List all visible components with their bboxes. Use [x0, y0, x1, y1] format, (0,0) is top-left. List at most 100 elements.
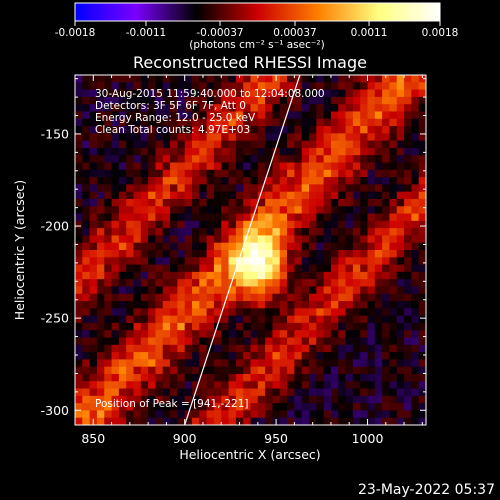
heatmap-cell: [265, 417, 274, 425]
heatmap-cell: [118, 366, 127, 375]
heatmap-cell: [75, 235, 83, 244]
heatmap-cell: [279, 111, 288, 120]
heatmap-cell: [126, 373, 135, 382]
heatmap-cell: [177, 286, 186, 295]
heatmap-cell: [279, 373, 288, 382]
heatmap-cell: [177, 169, 186, 178]
heatmap-cell: [177, 410, 186, 419]
heatmap-cell: [338, 315, 347, 324]
heatmap-cell: [396, 308, 405, 317]
heatmap-cell: [235, 366, 244, 375]
heatmap-cell: [374, 147, 383, 156]
heatmap-cell: [235, 322, 244, 331]
heatmap-cell: [235, 96, 244, 105]
heatmap-cell: [389, 279, 398, 288]
heatmap-cell: [221, 264, 230, 273]
heatmap-cell: [243, 133, 252, 142]
heatmap-cell: [199, 155, 208, 164]
heatmap-cell: [257, 417, 266, 425]
heatmap-cell: [126, 126, 135, 134]
heatmap-cell: [170, 315, 178, 324]
heatmap-cell: [111, 330, 120, 339]
heatmap-cell: [279, 395, 288, 404]
heatmap-cell: [148, 198, 157, 207]
heatmap-cell: [133, 104, 142, 113]
heatmap-cell: [213, 235, 222, 244]
heatmap-cell: [250, 162, 259, 171]
heatmap-cell: [250, 366, 259, 375]
heatmap-cell: [367, 198, 376, 207]
heatmap-cell: [118, 264, 127, 273]
heatmap-cell: [389, 169, 398, 178]
heatmap-cell: [309, 126, 317, 134]
heatmap-cell: [177, 373, 186, 382]
heatmap-cell: [199, 322, 208, 331]
heatmap-cell: [118, 403, 127, 412]
heatmap-cell: [301, 206, 310, 215]
heatmap-cell: [82, 89, 91, 98]
heatmap-cell: [418, 155, 426, 164]
heatmap-cell: [360, 366, 369, 375]
heatmap-cell: [213, 381, 222, 390]
heatmap-cell: [418, 308, 426, 317]
heatmap-cell: [360, 213, 369, 222]
heatmap-cell: [228, 388, 237, 397]
heatmap-cell: [272, 198, 281, 207]
heatmap-cell: [96, 140, 105, 149]
heatmap-cell: [221, 257, 230, 266]
heatmap-cell: [301, 82, 310, 91]
heatmap-cell: [89, 279, 98, 288]
heatmap-cell: [404, 126, 412, 134]
heatmap-cell: [75, 75, 83, 83]
heatmap-cell: [294, 286, 303, 295]
heatmap-cell: [301, 75, 310, 83]
heatmap-cell: [75, 177, 83, 185]
heatmap-cell: [396, 330, 405, 339]
heatmap-cell: [265, 89, 274, 98]
colorbar-tick-label: -0.0011: [126, 27, 167, 39]
heatmap-cell: [75, 155, 83, 164]
heatmap-cell: [206, 133, 215, 142]
heatmap-cell: [75, 403, 83, 412]
heatmap-cell: [192, 257, 200, 266]
heatmap-cell: [382, 191, 391, 200]
heatmap-cell: [374, 271, 383, 280]
heatmap-cell: [287, 228, 295, 237]
heatmap-cell: [330, 82, 339, 91]
heatmap-cell: [257, 82, 266, 91]
heatmap-cell: [82, 169, 91, 178]
timestamp: 23-May-2022 05:37: [358, 482, 495, 498]
heatmap-cell: [82, 220, 91, 229]
heatmap-cell: [265, 155, 274, 164]
heatmap-cell: [374, 162, 383, 171]
heatmap-cell: [140, 271, 149, 280]
heatmap-cell: [352, 191, 361, 200]
heatmap-cell: [279, 177, 288, 185]
heatmap-cell: [96, 242, 105, 251]
heatmap-cell: [148, 366, 157, 375]
heatmap-cell: [287, 118, 295, 127]
heatmap-cell: [221, 381, 230, 390]
heatmap-cell: [177, 82, 186, 91]
heatmap-cell: [360, 301, 369, 309]
heatmap-cell: [155, 198, 164, 207]
heatmap-cell: [82, 417, 91, 425]
heatmap-cell: [213, 111, 222, 120]
heatmap-cell: [140, 257, 149, 266]
heatmap-cell: [294, 206, 303, 215]
heatmap-cell: [345, 206, 354, 215]
heatmap-cell: [352, 184, 361, 193]
heatmap-cell: [257, 104, 266, 113]
heatmap-cell: [170, 279, 178, 288]
heatmap-cell: [82, 388, 91, 397]
heatmap-cell: [396, 315, 405, 324]
heatmap-cell: [360, 410, 369, 419]
heatmap-cell: [184, 271, 193, 280]
heatmap-cell: [345, 147, 354, 156]
heatmap-cell: [250, 140, 259, 149]
heatmap-cell: [352, 118, 361, 127]
heatmap-cell: [82, 155, 91, 164]
heatmap-cell: [272, 381, 281, 390]
heatmap-cell: [177, 308, 186, 317]
heatmap-cell: [126, 140, 135, 149]
